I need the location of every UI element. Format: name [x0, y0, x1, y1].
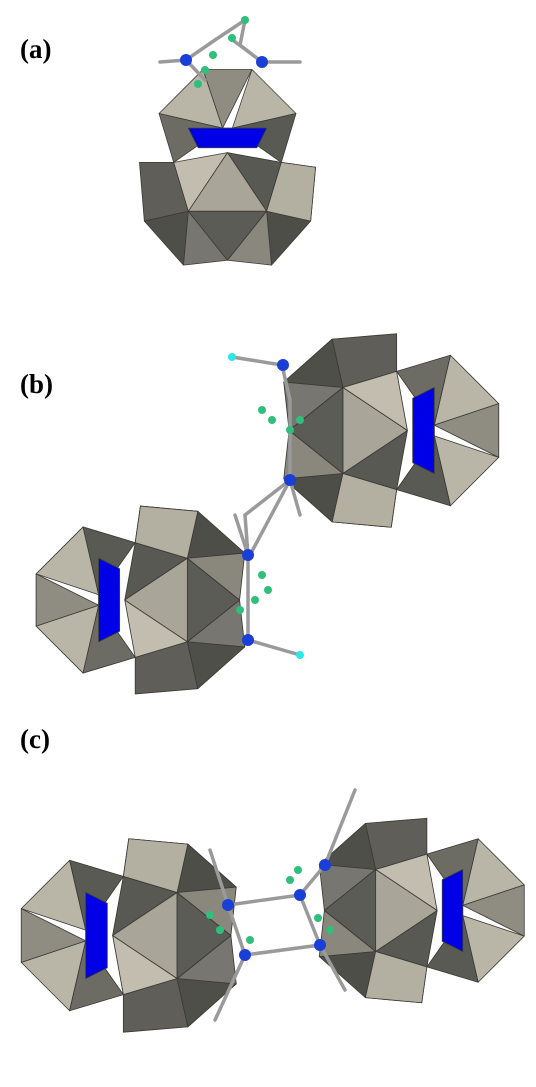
panel-label: (a)	[20, 34, 51, 64]
atom	[242, 634, 254, 646]
cluster	[139, 69, 315, 265]
atom	[256, 56, 268, 68]
atom	[258, 571, 266, 579]
atom	[319, 859, 331, 871]
atom	[277, 359, 289, 371]
panel-label: (c)	[20, 724, 50, 754]
atom	[296, 416, 304, 424]
cluster	[284, 334, 499, 528]
atom	[194, 80, 202, 88]
figure: (a) (b) (c)	[0, 0, 536, 1087]
atom	[228, 34, 236, 42]
atom	[286, 426, 294, 434]
atom	[286, 876, 294, 884]
atom	[296, 651, 304, 659]
panel-label: (b)	[20, 369, 53, 399]
atom	[246, 936, 254, 944]
atom	[264, 586, 272, 594]
atom	[314, 914, 322, 922]
atom	[326, 926, 334, 934]
atom	[284, 474, 296, 486]
atom	[268, 416, 276, 424]
atom	[314, 939, 326, 951]
structure-b	[36, 334, 499, 694]
atom	[241, 16, 249, 24]
cluster	[21, 839, 236, 1033]
atom	[236, 606, 244, 614]
atom	[294, 866, 302, 874]
atom	[222, 899, 234, 911]
atom	[201, 66, 209, 74]
cluster	[319, 818, 524, 1003]
structure-c	[21, 790, 524, 1032]
atom	[239, 949, 251, 961]
atom	[180, 54, 192, 66]
atom	[294, 889, 306, 901]
atom	[228, 353, 236, 361]
atom	[242, 549, 254, 561]
cluster	[36, 506, 245, 694]
structure-a	[139, 16, 315, 265]
atom	[258, 406, 266, 414]
atom	[216, 926, 224, 934]
atom	[209, 51, 217, 59]
atom	[206, 911, 214, 919]
group	[222, 859, 331, 961]
page: (a) (b) (c) (() => { const data = JSON.p…	[0, 0, 536, 1087]
atom	[251, 596, 259, 604]
